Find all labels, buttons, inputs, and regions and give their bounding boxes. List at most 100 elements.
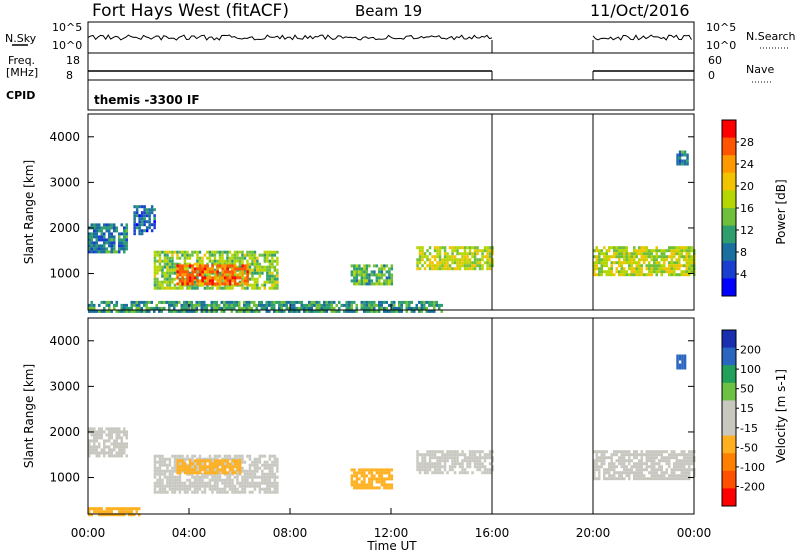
nsky-bottom-tick: 10^0 (52, 39, 82, 52)
heatmap-cell (476, 450, 479, 454)
heatmap-cell (168, 280, 172, 284)
heatmap-cell (243, 279, 247, 283)
heatmap-cell (365, 279, 369, 283)
heatmap-cell (226, 279, 229, 283)
heatmap-cell (421, 462, 424, 466)
heatmap-cell (368, 483, 371, 487)
heatmap-cell (373, 468, 376, 472)
heatmap-cell (266, 265, 269, 269)
heatmap-cell (433, 303, 436, 307)
heatmap-cell (173, 262, 177, 266)
heatmap-cell (473, 258, 477, 262)
heatmap-cell (148, 223, 151, 227)
heatmap-cell (231, 471, 234, 475)
heatmap-cell (628, 264, 631, 268)
heatmap-cell (598, 465, 601, 469)
heatmap-cell (461, 468, 464, 472)
heatmap-cell (148, 214, 151, 218)
heatmap-cell (120, 513, 123, 517)
heatmap-cell (200, 306, 203, 310)
heatmap-cell (368, 486, 371, 490)
heatmap-cell (360, 474, 364, 478)
heatmap-cell (473, 264, 477, 268)
heatmap-cell (681, 153, 684, 157)
heatmap-cell (161, 457, 164, 461)
heatmap-cell (605, 456, 608, 460)
heatmap-cell (491, 465, 494, 469)
heatmap-cell (658, 474, 661, 478)
heatmap-cell (273, 253, 277, 257)
heatmap-cell (198, 454, 202, 458)
heatmap-cell (125, 226, 128, 230)
heatmap-cell (421, 465, 424, 469)
heatmap-cell (193, 484, 197, 488)
heatmap-cell (196, 253, 199, 257)
heatmap-cell (210, 303, 213, 307)
heatmap-cell (263, 265, 267, 269)
heatmap-cell (653, 267, 656, 271)
heatmap-cell (441, 264, 444, 268)
heatmap-cell (100, 436, 103, 440)
heatmap-cell (90, 439, 93, 443)
heatmap-cell (380, 471, 384, 475)
heatmap-cell (135, 303, 138, 307)
heatmap-cell (153, 265, 157, 269)
heatmap-cell (463, 459, 467, 463)
heatmap-cell (173, 487, 177, 491)
heatmap-cell (365, 309, 368, 313)
heatmap-cell (446, 255, 449, 259)
heatmap-cell (163, 475, 167, 479)
heatmap-cell (340, 303, 343, 307)
heatmap-cell (108, 451, 111, 455)
heatmap-cell (188, 478, 192, 482)
heatmap-cell (108, 229, 111, 233)
heatmap-cell (193, 283, 197, 287)
heatmap-cell (105, 250, 108, 254)
heatmap-cell (223, 454, 227, 458)
heatmap-cell (350, 303, 353, 307)
heatmap-cell (188, 465, 192, 469)
heatmap-cell (260, 300, 263, 304)
heatmap-cell (690, 261, 693, 265)
heatmap-cell (438, 255, 442, 259)
heatmap-cell (598, 468, 601, 472)
heatmap-cell (650, 459, 653, 463)
heatmap-cell (443, 258, 447, 262)
heatmap-cell (623, 456, 626, 460)
heatmap-cell (320, 309, 323, 313)
heatmap-cell (105, 223, 108, 227)
heatmap-cell (118, 427, 121, 431)
heatmap-cell (248, 457, 252, 461)
heatmap-cell (158, 306, 161, 310)
heatmap-cell (665, 450, 668, 454)
heatmap-cell (456, 252, 459, 256)
heatmap-cell (658, 450, 661, 454)
colorbar-swatch (722, 190, 736, 209)
heatmap-cell (156, 271, 159, 275)
heatmap-cell (115, 427, 118, 431)
heatmap-cell (483, 459, 487, 463)
heatmap-cell (168, 475, 172, 479)
heatmap-cell (93, 229, 96, 233)
heatmap-cell (433, 300, 436, 304)
heatmap-cell (211, 276, 214, 280)
colorbar-swatch (722, 278, 736, 297)
y-tick-label: 3000 (49, 379, 80, 393)
heatmap-cell (113, 513, 116, 517)
heatmap-cell (380, 474, 384, 478)
heatmap-cell (650, 252, 653, 256)
heatmap-cell (118, 507, 121, 511)
heatmap-cell (253, 262, 257, 266)
heatmap-cell (453, 453, 457, 457)
heatmap-cell (428, 258, 432, 262)
heatmap-cell (688, 477, 691, 481)
heatmap-cell (133, 229, 136, 233)
heatmap-cell (433, 453, 437, 457)
heatmap-cell (446, 459, 449, 463)
heatmap-cell (216, 484, 219, 488)
heatmap-cell (263, 256, 267, 260)
heatmap-cell (683, 462, 686, 466)
heatmap-cell (266, 475, 269, 479)
heatmap-cell (593, 255, 596, 259)
heatmap-cell (140, 300, 143, 304)
